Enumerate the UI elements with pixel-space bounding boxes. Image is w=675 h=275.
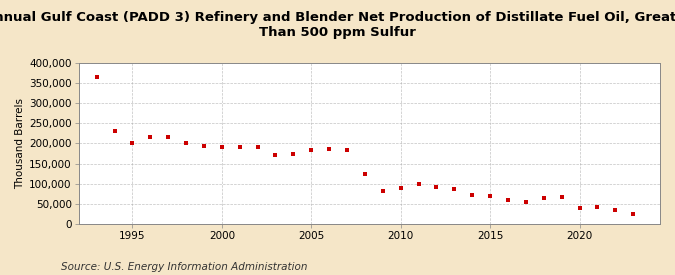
Point: [449, 187, 460, 191]
Point: [270, 153, 281, 158]
Point: [181, 141, 192, 145]
Point: [91, 75, 102, 79]
Point: [467, 193, 478, 197]
Point: [127, 141, 138, 145]
Point: [610, 208, 621, 212]
Point: [342, 148, 352, 152]
Point: [360, 171, 371, 176]
Point: [396, 185, 406, 190]
Point: [252, 144, 263, 149]
Point: [520, 199, 531, 204]
Point: [431, 185, 442, 189]
Point: [163, 135, 173, 140]
Point: [628, 211, 639, 216]
Point: [324, 147, 335, 151]
Point: [574, 205, 585, 210]
Point: [234, 145, 245, 150]
Point: [109, 128, 120, 133]
Point: [413, 182, 424, 186]
Text: Source: U.S. Energy Information Administration: Source: U.S. Energy Information Administ…: [61, 262, 307, 272]
Y-axis label: Thousand Barrels: Thousand Barrels: [15, 98, 25, 189]
Point: [503, 198, 514, 203]
Point: [198, 144, 209, 148]
Point: [288, 152, 299, 156]
Point: [485, 194, 495, 199]
Text: Annual Gulf Coast (PADD 3) Refinery and Blender Net Production of Distillate Fue: Annual Gulf Coast (PADD 3) Refinery and …: [0, 11, 675, 39]
Point: [145, 135, 156, 140]
Point: [539, 196, 549, 200]
Point: [592, 204, 603, 209]
Point: [306, 148, 317, 152]
Point: [556, 195, 567, 199]
Point: [217, 144, 227, 149]
Point: [377, 189, 388, 193]
